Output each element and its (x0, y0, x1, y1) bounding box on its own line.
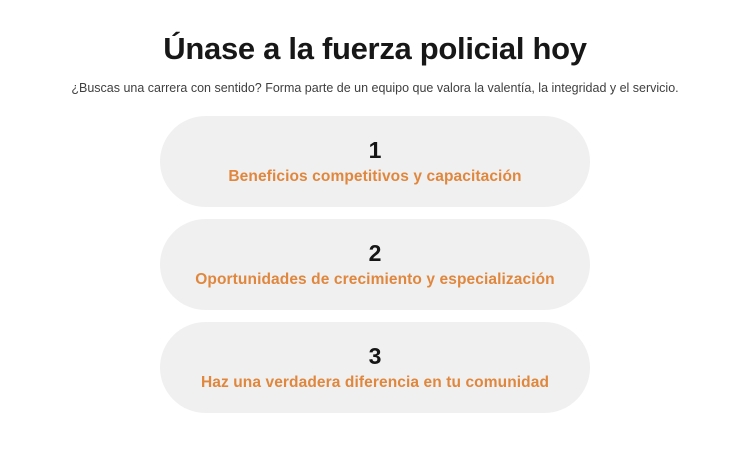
step-card-1: 1 Beneficios competitivos y capacitación (160, 116, 590, 208)
step-number: 1 (368, 136, 382, 163)
page-subtitle: ¿Buscas una carrera con sentido? Forma p… (71, 80, 679, 95)
step-number: 3 (368, 342, 382, 369)
step-label: Oportunidades de crecimiento y especiali… (195, 270, 555, 288)
page-title: Únase a la fuerza policial hoy (163, 31, 587, 66)
step-number: 2 (368, 239, 382, 266)
step-label: Beneficios competitivos y capacitación (228, 167, 522, 185)
step-label: Haz una verdadera diferencia en tu comun… (200, 373, 550, 391)
step-card-3: 3 Haz una verdadera diferencia en tu com… (160, 322, 590, 414)
steps-list: 1 Beneficios competitivos y capacitación… (160, 116, 590, 414)
step-card-2: 2 Oportunidades de crecimiento y especia… (160, 219, 590, 311)
